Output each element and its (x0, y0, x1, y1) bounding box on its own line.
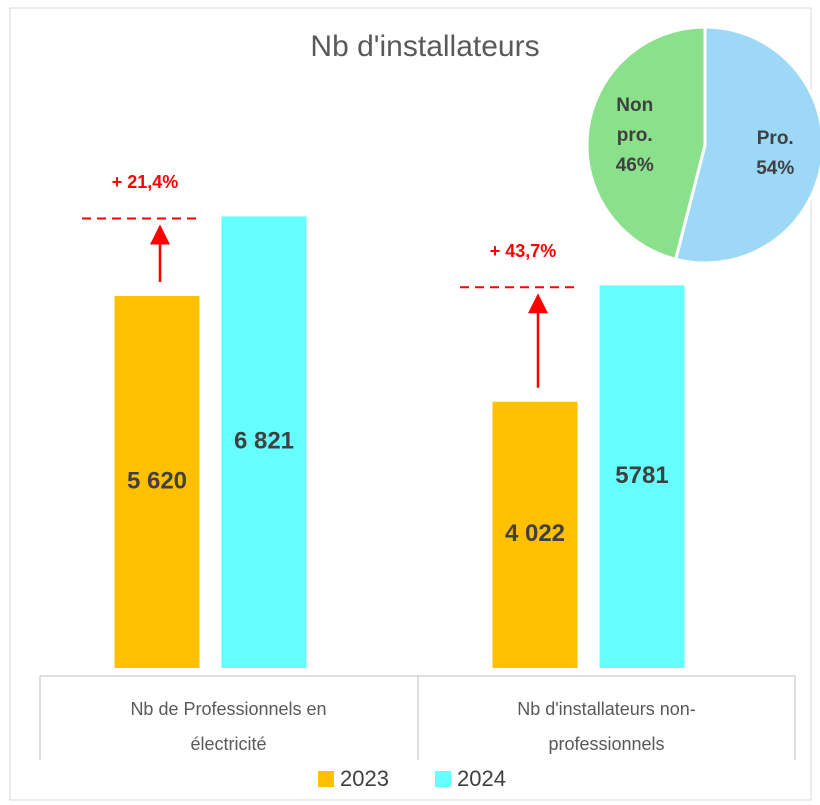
pie-label: Pro. (756, 127, 794, 149)
pie-value: 46% (615, 155, 654, 177)
x-tick-label: Nb d'installateurs non-professionnels (517, 699, 696, 754)
chart-title: Nb d'installateurs (310, 30, 539, 63)
data-label: 6 821 (234, 428, 294, 455)
annotation: + 43,7% (490, 241, 557, 261)
legend-swatch (318, 771, 334, 787)
data-label: 5781 (615, 462, 668, 489)
bar (599, 285, 685, 668)
pie-slice (585, 25, 707, 262)
annotation: + 21,4% (112, 172, 179, 192)
x-tick-label: Nb de Professionnels en électricité (130, 699, 327, 754)
bar (492, 401, 578, 668)
pie-slice (673, 25, 820, 265)
pie-value: 54% (756, 157, 795, 179)
bar (221, 216, 307, 668)
legend-label: 2024 (457, 766, 506, 791)
bar (114, 295, 200, 668)
pie-label: Non pro. (616, 95, 654, 147)
data-label: 4 022 (505, 520, 565, 547)
data-label: 5 620 (127, 467, 187, 494)
legend-label: 2023 (340, 766, 389, 791)
legend-swatch (435, 771, 451, 787)
